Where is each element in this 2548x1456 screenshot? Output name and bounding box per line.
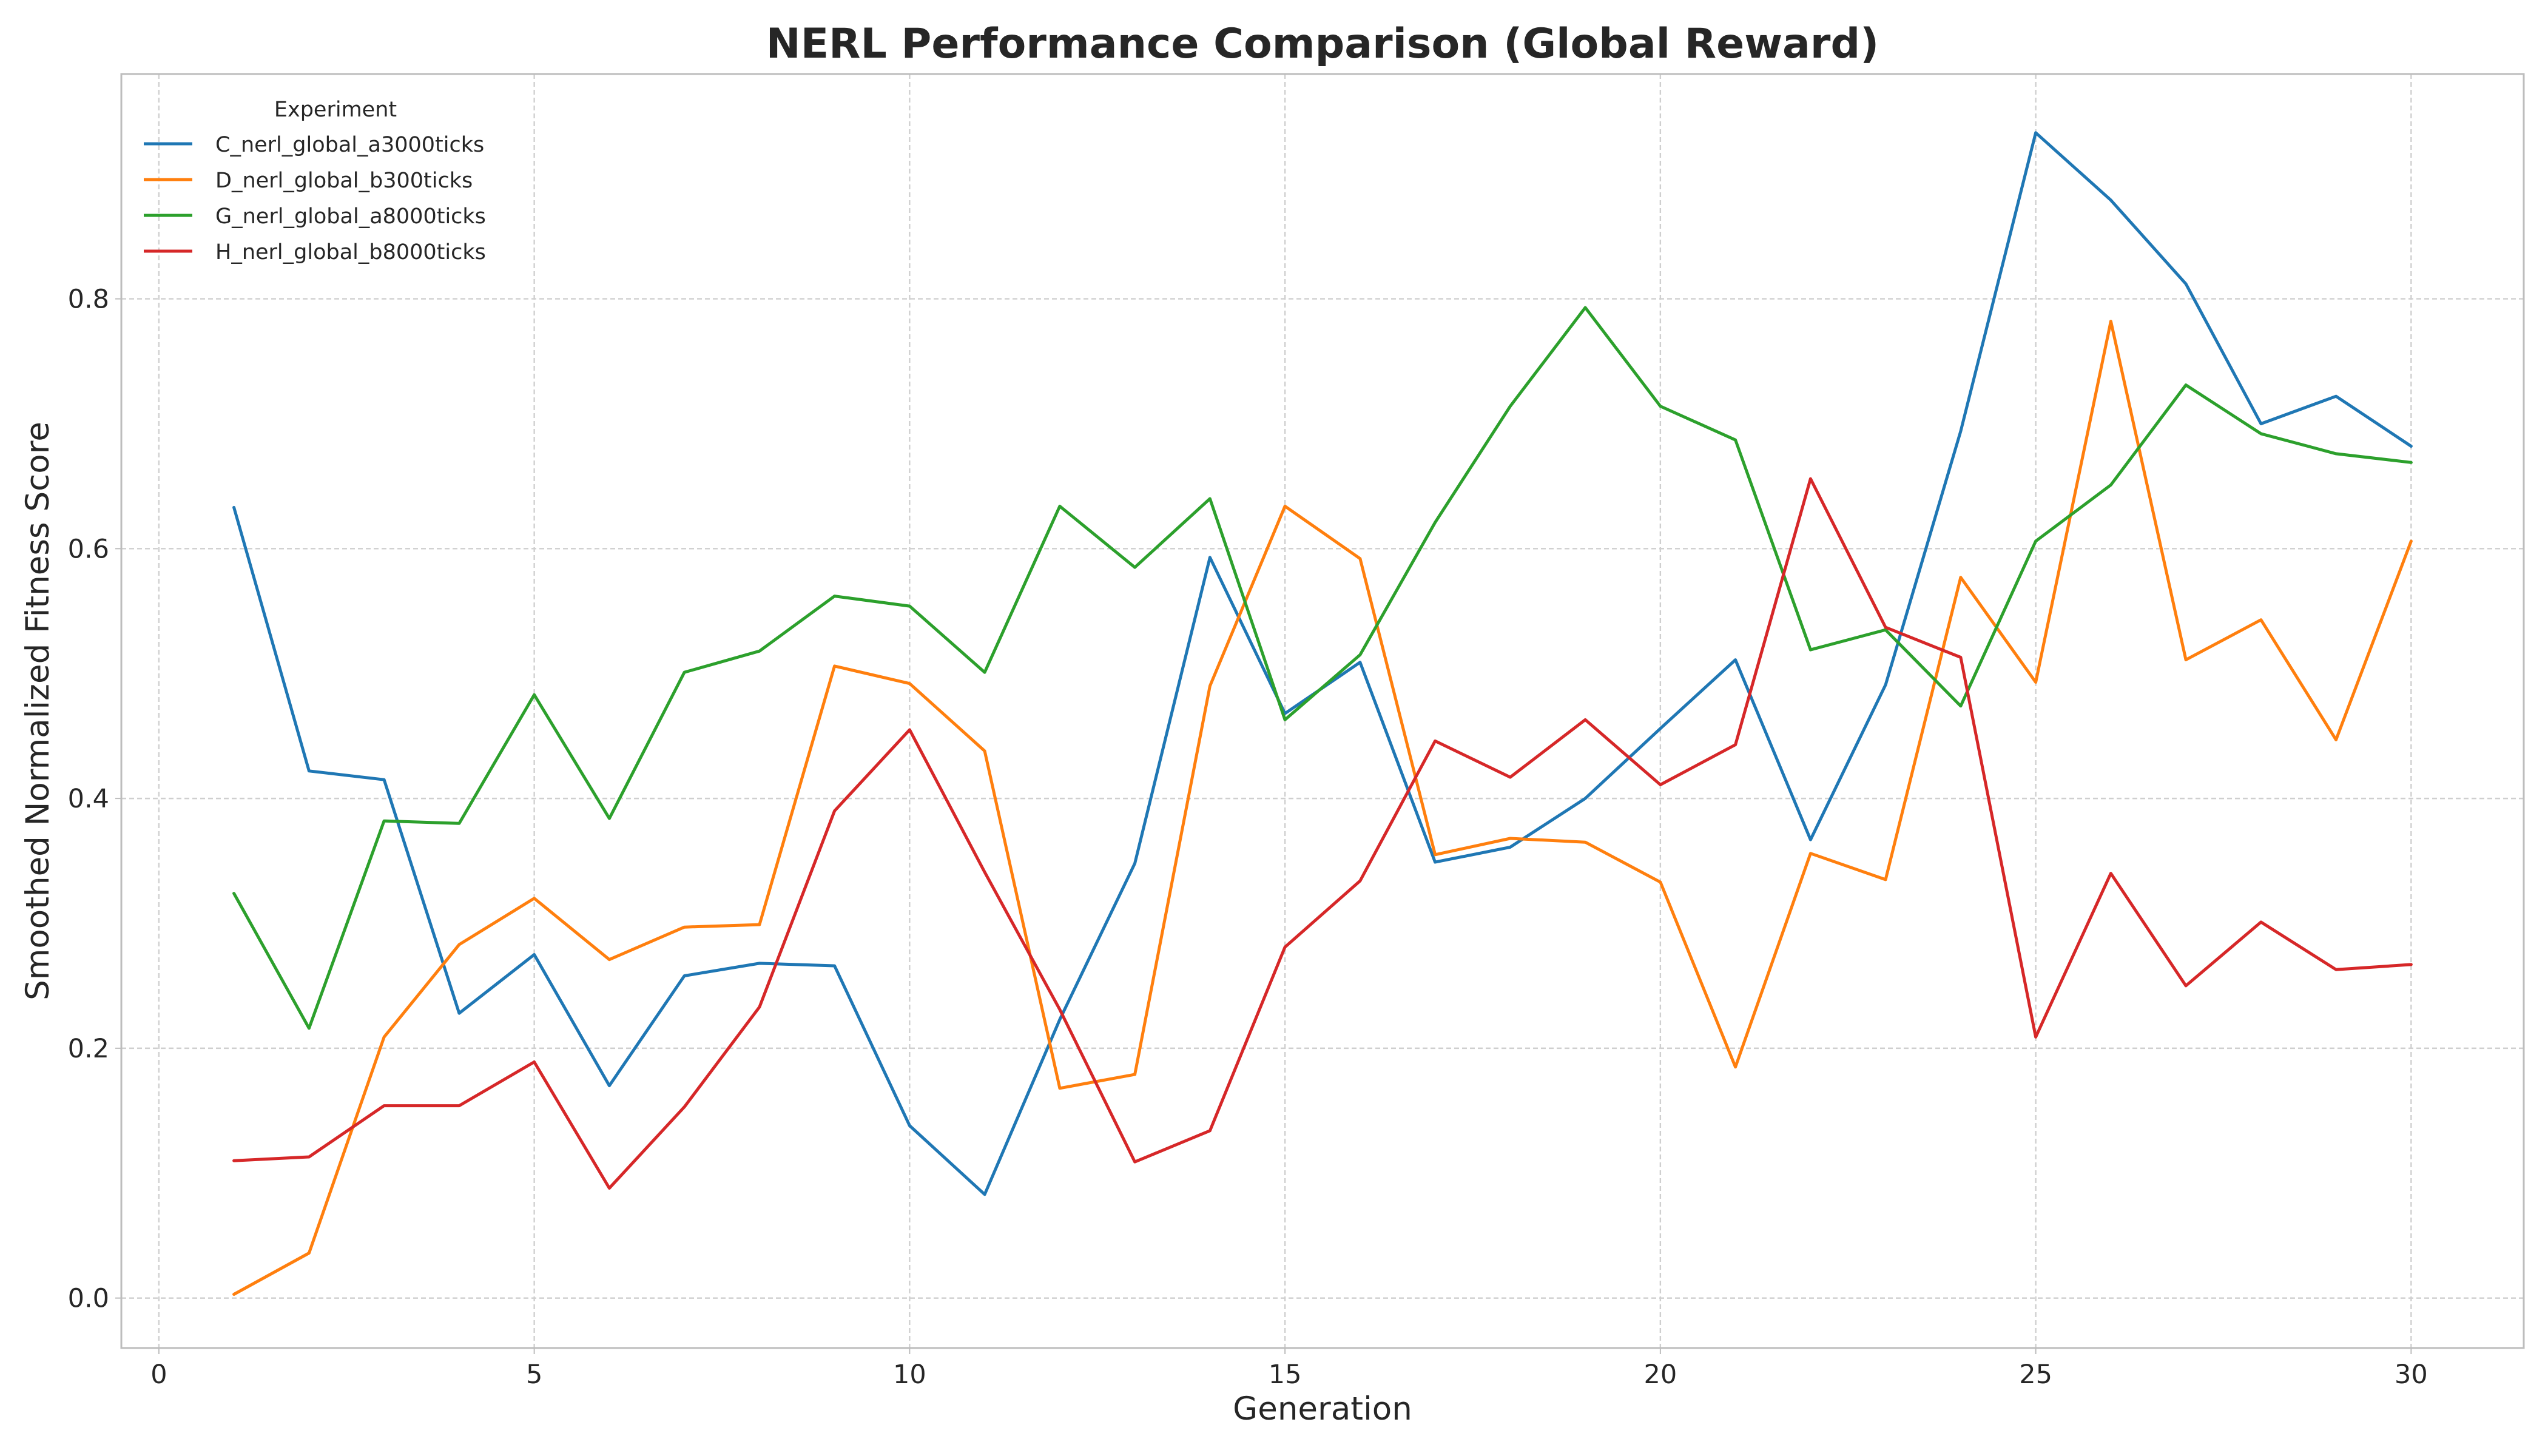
y-tick-label: 0.4 [68, 784, 109, 814]
x-tick-label: 10 [893, 1360, 926, 1390]
x-tick-label: 20 [1644, 1360, 1677, 1390]
legend-label: D_nerl_global_b300ticks [215, 169, 473, 193]
series-line-D_nerl_global_b300ticks [232, 320, 2413, 1296]
series-lines [232, 131, 2413, 1296]
y-tick-label: 0.8 [68, 285, 109, 315]
chart-title: NERL Performance Comparison (Global Rewa… [766, 20, 1879, 68]
legend: Experiment C_nerl_global_a3000ticks D_ner… [144, 98, 486, 265]
x-tick-label: 15 [1269, 1360, 1302, 1390]
y-tick-label: 0.2 [68, 1034, 109, 1064]
x-tick-label: 5 [526, 1360, 542, 1390]
y-tick-label: 0.0 [68, 1284, 109, 1314]
axis-ticks: 0 5 10 15 20 25 30 0.0 0.2 0.4 0.6 0.8 [68, 285, 2428, 1390]
legend-label: C_nerl_global_a3000ticks [215, 133, 484, 157]
series-line-H_nerl_global_b8000ticks [232, 477, 2413, 1190]
series-line-G_nerl_global_a8000ticks [232, 306, 2413, 1030]
legend-label: H_nerl_global_b8000ticks [215, 240, 486, 265]
legend-title: Experiment [274, 98, 397, 122]
x-tick-label: 30 [2395, 1360, 2428, 1390]
legend-label: G_nerl_global_a8000ticks [215, 204, 486, 229]
grid [121, 74, 2524, 1348]
x-axis-label: Generation [1233, 1390, 1412, 1427]
x-tick-label: 0 [150, 1360, 167, 1390]
y-axis-label: Smoothed Normalized Fitness Score [19, 422, 56, 1000]
plot-frame [120, 73, 2525, 1349]
x-tick-label: 25 [2019, 1360, 2052, 1390]
y-tick-label: 0.6 [68, 534, 109, 564]
